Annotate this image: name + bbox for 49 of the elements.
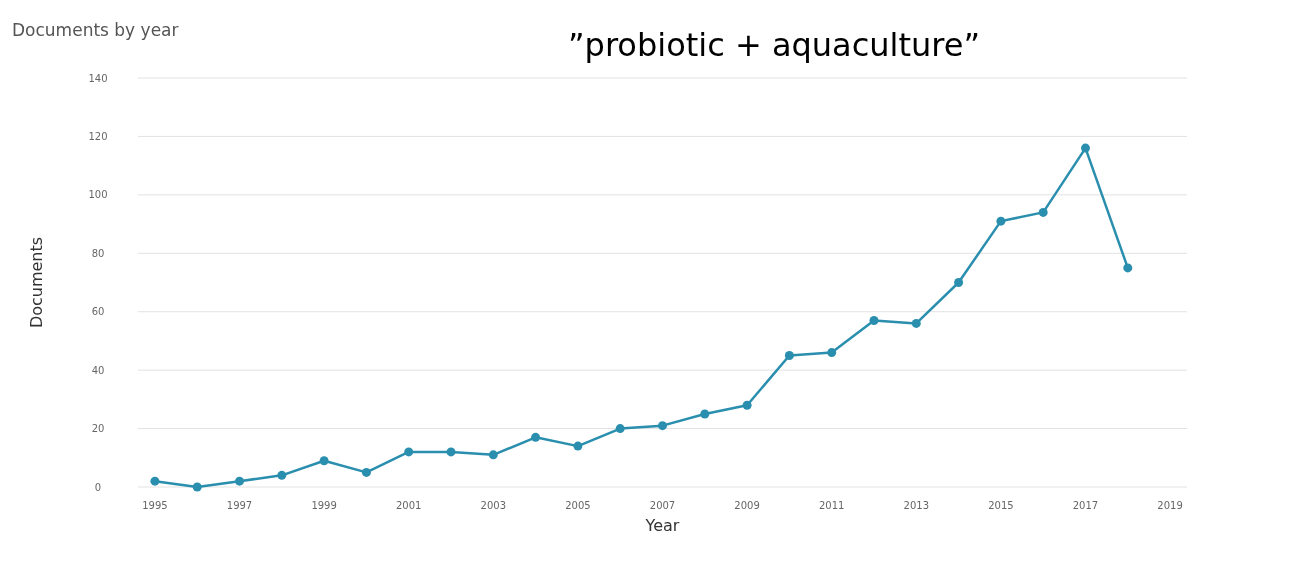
point	[1038, 207, 1048, 217]
x-tick-label: 2001	[395, 500, 422, 511]
point	[700, 409, 710, 419]
y-tick-label: 0	[94, 481, 102, 493]
point	[150, 476, 160, 486]
y-axis-title: Documents	[27, 236, 46, 329]
point	[277, 470, 287, 480]
y-tick-label: 140	[88, 72, 108, 84]
chart-subtitle: ”probiotic + aquaculture”	[568, 26, 981, 64]
x-tick-label: 2011	[818, 500, 845, 511]
x-tick-label: 1999	[311, 500, 337, 511]
point	[869, 315, 879, 325]
chart-title: Documents by year	[12, 20, 179, 40]
point	[827, 348, 837, 358]
x-tick-label: 2003	[480, 500, 507, 511]
y-tick-label: 60	[91, 306, 105, 318]
point	[319, 456, 329, 466]
point	[658, 421, 667, 431]
x-axis-title: Year	[644, 516, 680, 535]
x-tick-label: 1995	[142, 500, 168, 511]
point	[1123, 263, 1133, 273]
point	[488, 450, 498, 460]
point	[954, 278, 964, 287]
point	[531, 432, 541, 442]
point	[784, 351, 794, 361]
x-tick-label: 2007	[649, 500, 676, 511]
point	[361, 467, 371, 477]
y-tick-label: 120	[88, 130, 108, 142]
y-tick-label: 20	[91, 423, 105, 435]
x-tick-label: 2017	[1072, 500, 1099, 511]
point	[615, 424, 625, 434]
x-tick-label: 2009	[734, 500, 760, 511]
point	[996, 216, 1006, 226]
point	[1080, 143, 1090, 153]
point	[404, 447, 414, 457]
x-tick-label: 2005	[565, 500, 591, 511]
y-tick-label: 40	[91, 364, 105, 376]
x-tick-label: 2019	[1157, 500, 1183, 511]
point	[192, 482, 202, 492]
point	[911, 318, 921, 328]
point	[446, 447, 456, 457]
x-tick-label: 1997	[226, 500, 253, 511]
x-tick-label: 2015	[988, 500, 1014, 511]
point	[742, 400, 752, 410]
y-tick-label: 80	[91, 247, 105, 259]
y-tick-label: 100	[88, 189, 108, 201]
point	[235, 476, 245, 486]
x-tick-label: 2013	[903, 500, 930, 511]
point	[573, 441, 583, 451]
